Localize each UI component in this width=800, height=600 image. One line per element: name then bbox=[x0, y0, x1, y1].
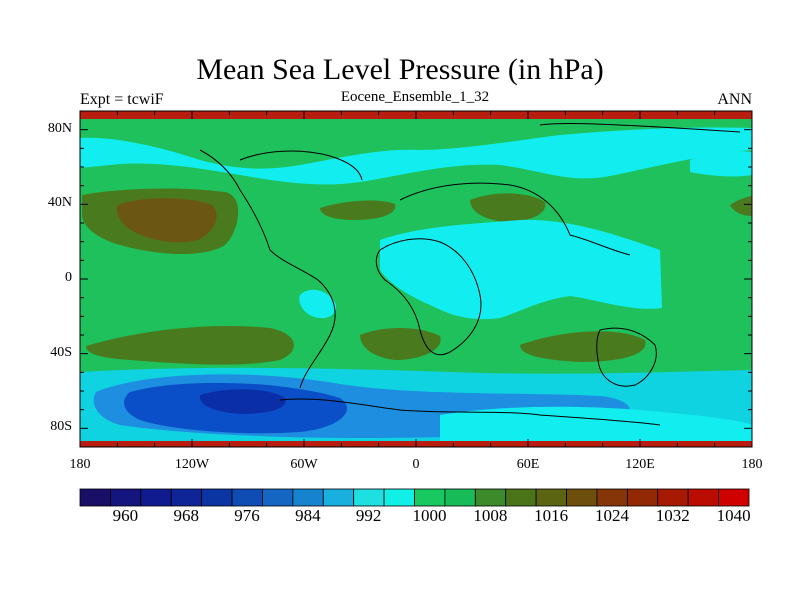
experiment-label: Expt = tcwiF bbox=[80, 91, 164, 108]
lon-tick-label: 120W bbox=[174, 457, 210, 472]
americas-coastline bbox=[199, 149, 336, 389]
south-atlantic-high bbox=[360, 327, 441, 360]
colorbar-swatch bbox=[231, 488, 263, 507]
colorbar-swatch bbox=[262, 488, 294, 507]
colorbar-swatch bbox=[292, 488, 324, 507]
colorbar-swatch bbox=[140, 488, 172, 507]
colorbar-swatch bbox=[170, 488, 203, 507]
lon-tick-label: 180 bbox=[69, 457, 91, 472]
africa-coastline bbox=[375, 238, 482, 356]
pacific-high-core bbox=[116, 198, 217, 243]
lat-tick-label: 80N bbox=[47, 120, 72, 136]
lon-tick-label: 0 bbox=[412, 457, 420, 472]
colorbar-swatch bbox=[596, 488, 628, 507]
colorbar bbox=[79, 488, 750, 507]
colorbar-swatch bbox=[383, 488, 415, 507]
colorbar-swatch bbox=[535, 488, 567, 507]
colorbar-swatch bbox=[110, 488, 142, 507]
lon-tick-label: 60E bbox=[516, 457, 540, 472]
lat-tick-label: 0 bbox=[65, 270, 72, 285]
arctic-coastline bbox=[539, 122, 741, 133]
colorbar-label: 1008 bbox=[473, 506, 508, 525]
colorbar-swatch bbox=[474, 488, 507, 507]
lat-tick-label: 40N bbox=[47, 195, 72, 211]
lat-tick-label: 40S bbox=[50, 344, 72, 360]
colorbar-swatch bbox=[566, 488, 598, 507]
colorbar-swatch bbox=[505, 488, 537, 507]
south-indian-high bbox=[520, 331, 646, 362]
colorbar-swatch bbox=[353, 488, 385, 507]
map-title: Mean Sea Level Pressure (in hPa) bbox=[196, 53, 604, 86]
australia-coastline bbox=[596, 327, 657, 387]
colorbar-label: 1032 bbox=[655, 506, 690, 525]
colorbar-swatch bbox=[718, 488, 750, 507]
tropical-low-south-america bbox=[299, 289, 337, 319]
colorbar-swatch bbox=[444, 488, 476, 507]
colorbar-label: 1016 bbox=[534, 506, 569, 525]
antarctica-coastline bbox=[279, 398, 661, 426]
colorbar-label: 968 bbox=[173, 506, 199, 525]
northern-low-band bbox=[80, 127, 752, 185]
coastlines bbox=[199, 122, 741, 426]
east-pacific-high bbox=[730, 196, 752, 216]
amundsen-low-core bbox=[199, 389, 286, 414]
colorbar-swatch bbox=[79, 488, 111, 507]
colorbar-label: 1024 bbox=[594, 506, 629, 525]
colorbar-label: 992 bbox=[355, 506, 382, 525]
colorbar-swatch bbox=[687, 488, 719, 507]
southern-cyan-patch bbox=[440, 406, 752, 441]
colorbar-label: 1040 bbox=[716, 506, 751, 525]
northeast-low bbox=[690, 150, 752, 177]
season-label: ANN bbox=[717, 91, 752, 108]
lat-tick-label: 80S bbox=[50, 419, 72, 435]
lon-tick-label: 60W bbox=[290, 457, 318, 472]
colorbar-label: 1000 bbox=[412, 506, 447, 525]
ensemble-label: Eocene_Ensemble_1_32 bbox=[340, 89, 490, 105]
eurasia-coastline bbox=[399, 182, 631, 256]
colorbar-swatch bbox=[657, 488, 689, 507]
axis-ticks bbox=[79, 110, 753, 448]
colorbar-swatch bbox=[201, 488, 233, 507]
asia-high bbox=[470, 193, 546, 222]
south-pacific-high bbox=[86, 326, 294, 365]
contour-fill bbox=[80, 111, 752, 447]
colorbar-label: 984 bbox=[295, 506, 321, 525]
lon-tick-label: 120E bbox=[625, 457, 655, 472]
colorbar-swatch bbox=[626, 488, 659, 507]
tropical-low-africa-indian bbox=[380, 219, 662, 320]
north-america-north-coast bbox=[239, 150, 363, 181]
atlantic-high bbox=[320, 200, 396, 220]
colorbar-label: 976 bbox=[234, 506, 260, 525]
lon-tick-label: 180 bbox=[741, 457, 763, 472]
colorbar-swatch bbox=[414, 488, 446, 507]
colorbar-label: 960 bbox=[112, 506, 139, 525]
colorbar-swatch bbox=[322, 488, 355, 507]
